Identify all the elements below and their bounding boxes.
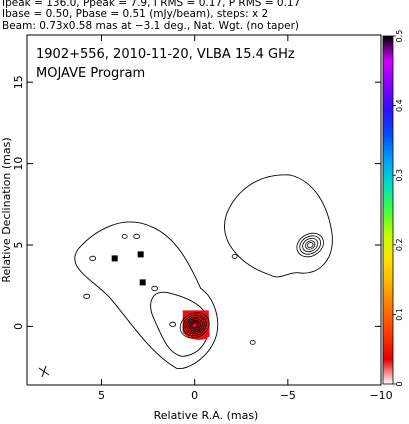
y-tick-label: 10 — [12, 157, 25, 171]
core-contour — [184, 316, 205, 335]
noise-contour — [151, 285, 159, 291]
header-line-beam: Beam: 0.73x0.58 mas at −3.1 deg., Nat. W… — [2, 20, 299, 32]
core-contour — [182, 314, 207, 337]
y-tick-label: 15 — [12, 75, 25, 89]
colorbar-tick-label: 0.5 — [395, 30, 404, 43]
core-contour — [179, 312, 210, 339]
x-tick-label: 0 — [191, 389, 198, 402]
x-tick-label: 5 — [98, 389, 105, 402]
y-axis-label: Relative Declination (mas) — [0, 137, 13, 282]
plot-subtitle: MOJAVE Program — [36, 66, 145, 81]
core-contour — [188, 319, 201, 331]
core-contour — [186, 318, 203, 333]
jet-knot — [111, 255, 118, 262]
header-line-peaks: Ipeak = 136.0, Ppeak = 7.9, I RMS = 0.17… — [2, 0, 300, 9]
x-tick-label: −5 — [280, 389, 296, 402]
colorbar-tick-label: 0.4 — [395, 99, 404, 112]
noise-contour — [133, 233, 141, 239]
knot-contour — [306, 242, 314, 248]
x-axis-label: Relative R.A. (mas) — [154, 409, 259, 422]
y-tick-label: 5 — [12, 242, 25, 249]
noise-contour — [121, 233, 128, 239]
polarization-fill — [182, 310, 210, 340]
colorbar-tick-label: 0 — [395, 381, 404, 386]
colorbar: 0 0.1 0.2 0.3 0.4 0.5 — [382, 30, 404, 387]
y-tick-label: 0 — [12, 323, 25, 330]
noise-contour — [231, 253, 238, 259]
knot-contour — [296, 232, 324, 258]
jet-knot — [137, 251, 144, 258]
plot-title: 1902+556, 2010-11-20, VLBA 15.4 GHz — [36, 47, 295, 62]
knot-contour — [302, 237, 319, 253]
core-contour — [189, 321, 200, 330]
noise-contour — [249, 339, 256, 345]
beam-marker — [38, 365, 50, 378]
core-contour — [191, 322, 198, 329]
x-axis-ticks: 5 0 −5 −10 — [98, 35, 393, 402]
y-axis-ticks: 0 5 10 15 — [12, 75, 381, 330]
colorbar-tick-label: 0.2 — [395, 238, 404, 251]
colorbar-ticks: 0 0.1 0.2 0.3 0.4 0.5 — [393, 30, 404, 387]
noise-contour — [169, 321, 177, 327]
jet-outer-contour — [74, 221, 219, 369]
colorbar-tick-label: 0.1 — [395, 308, 404, 321]
plot-area: 1902+556, 2010-11-20, VLBA 15.4 GHz MOJA… — [0, 34, 393, 422]
contour-map — [74, 174, 333, 369]
knot-contour — [299, 235, 322, 255]
colorbar-tick-label: 0.3 — [395, 169, 404, 182]
x-tick-label: −10 — [369, 389, 392, 402]
knot-contour — [305, 240, 316, 250]
noise-contour — [83, 293, 91, 299]
jet-knot — [139, 279, 146, 286]
header-line-base: Ibase = 0.50, Pbase = 0.51 (mJy/beam), s… — [2, 8, 268, 20]
colorbar-bar — [382, 35, 394, 385]
knot-outer-contour — [224, 174, 333, 278]
noise-contour — [89, 255, 97, 261]
